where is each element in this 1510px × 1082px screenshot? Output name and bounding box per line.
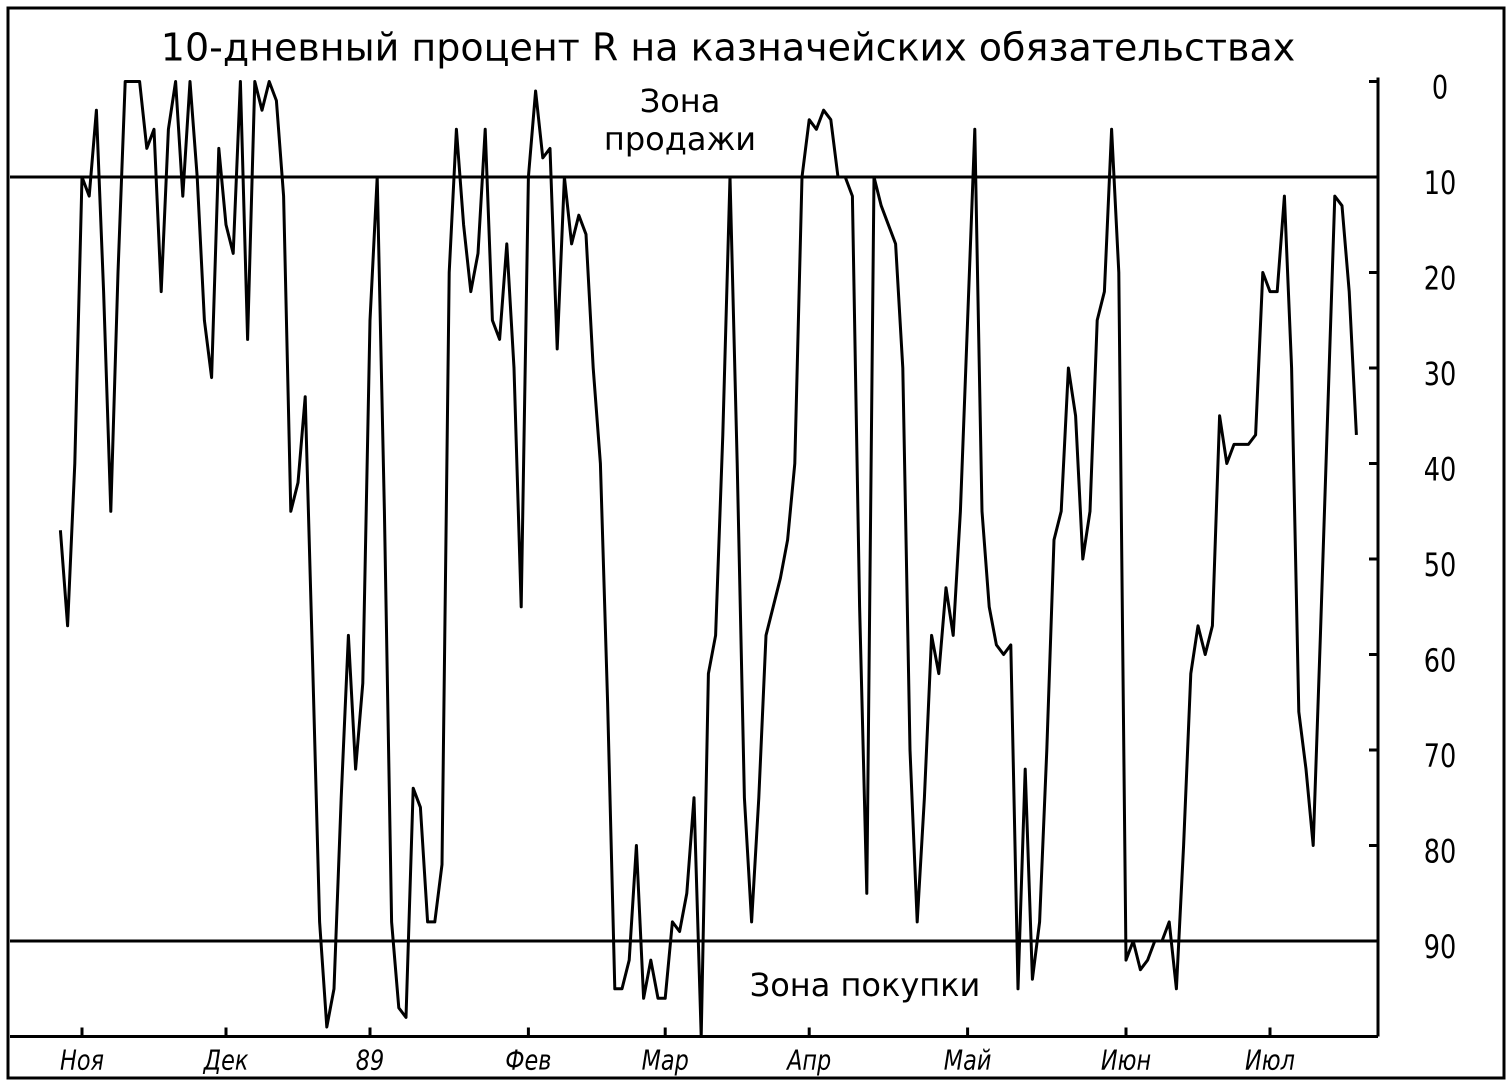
y-tick-label: 60 — [1424, 642, 1457, 680]
x-tick-label: 89 — [356, 1043, 384, 1076]
buy-zone-label: Зона покупки — [749, 966, 981, 1004]
y-tick-label: 80 — [1424, 833, 1457, 871]
data-line — [58, 80, 1358, 1038]
x-tick-label: Июн — [1101, 1043, 1151, 1076]
y-tick-label: 70 — [1424, 737, 1457, 775]
y-tick-label: 30 — [1424, 355, 1457, 393]
y-tick-label: 0 — [1432, 69, 1448, 107]
y-tick-label: 10 — [1424, 164, 1457, 202]
x-tick-label: Мар — [642, 1043, 689, 1076]
x-tick-label: Фев — [505, 1043, 551, 1076]
y-tick-label: 50 — [1424, 546, 1457, 584]
x-tick-label: Ноя — [60, 1043, 104, 1076]
y-tick-label: 20 — [1424, 260, 1457, 298]
y-tick-label: 40 — [1424, 451, 1457, 489]
x-tick-label: Июл — [1245, 1043, 1295, 1076]
x-tick-label: Дек — [203, 1043, 249, 1076]
x-tick-label: Май — [944, 1043, 992, 1076]
frame — [6, 6, 1506, 1080]
chart-title: 10-дневный процент R на казначейских обя… — [161, 26, 1295, 70]
y-tick-label: 90 — [1424, 928, 1457, 966]
sell-zone-label: Зона продажи — [603, 82, 757, 158]
x-tick-label: Апр — [785, 1043, 831, 1076]
